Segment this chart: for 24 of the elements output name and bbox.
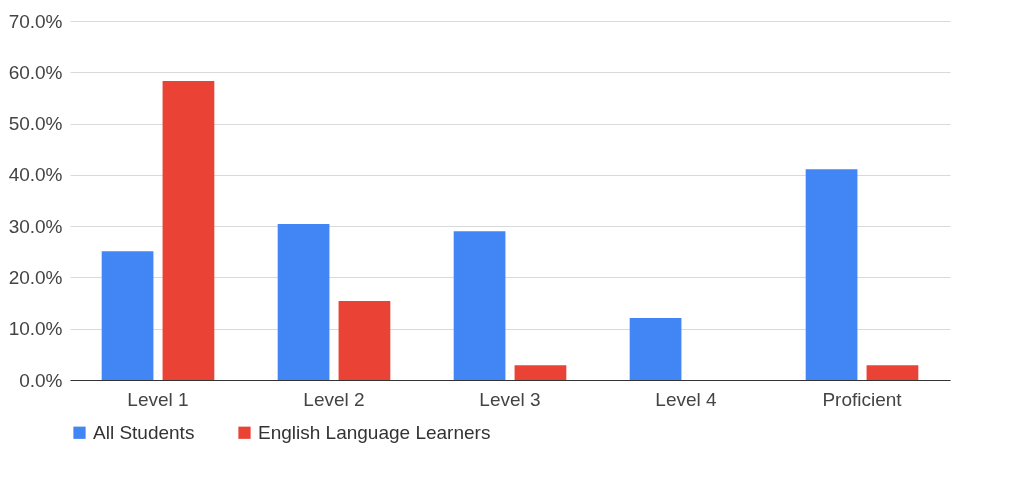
y-tick-label: 60.0% (8, 61, 63, 83)
y-tick-label: 0.0% (19, 369, 63, 391)
y-tick-label: 20.0% (8, 266, 63, 288)
y-tick-label: 50.0% (8, 113, 63, 135)
bar (277, 224, 330, 380)
y-tick-label: 70.0% (8, 10, 63, 32)
legend-label: All Students (93, 421, 195, 443)
x-tick-label: Level 1 (127, 388, 189, 410)
x-tick-label: Level 2 (303, 388, 365, 410)
bar (101, 251, 154, 380)
bar (162, 81, 215, 380)
y-tick-label: 30.0% (8, 215, 63, 237)
y-tick-label: 10.0% (8, 318, 63, 340)
legend-label: English Language Learners (258, 421, 491, 443)
bar (514, 365, 567, 380)
bar (453, 231, 506, 380)
x-tick-label: Proficient (822, 388, 903, 410)
bar (629, 317, 682, 380)
bar (805, 169, 858, 380)
bar (338, 301, 391, 380)
y-tick-label: 40.0% (8, 164, 63, 186)
bar (866, 365, 919, 380)
x-tick-label: Level 4 (655, 388, 718, 410)
x-tick-label: Level 3 (479, 388, 541, 410)
